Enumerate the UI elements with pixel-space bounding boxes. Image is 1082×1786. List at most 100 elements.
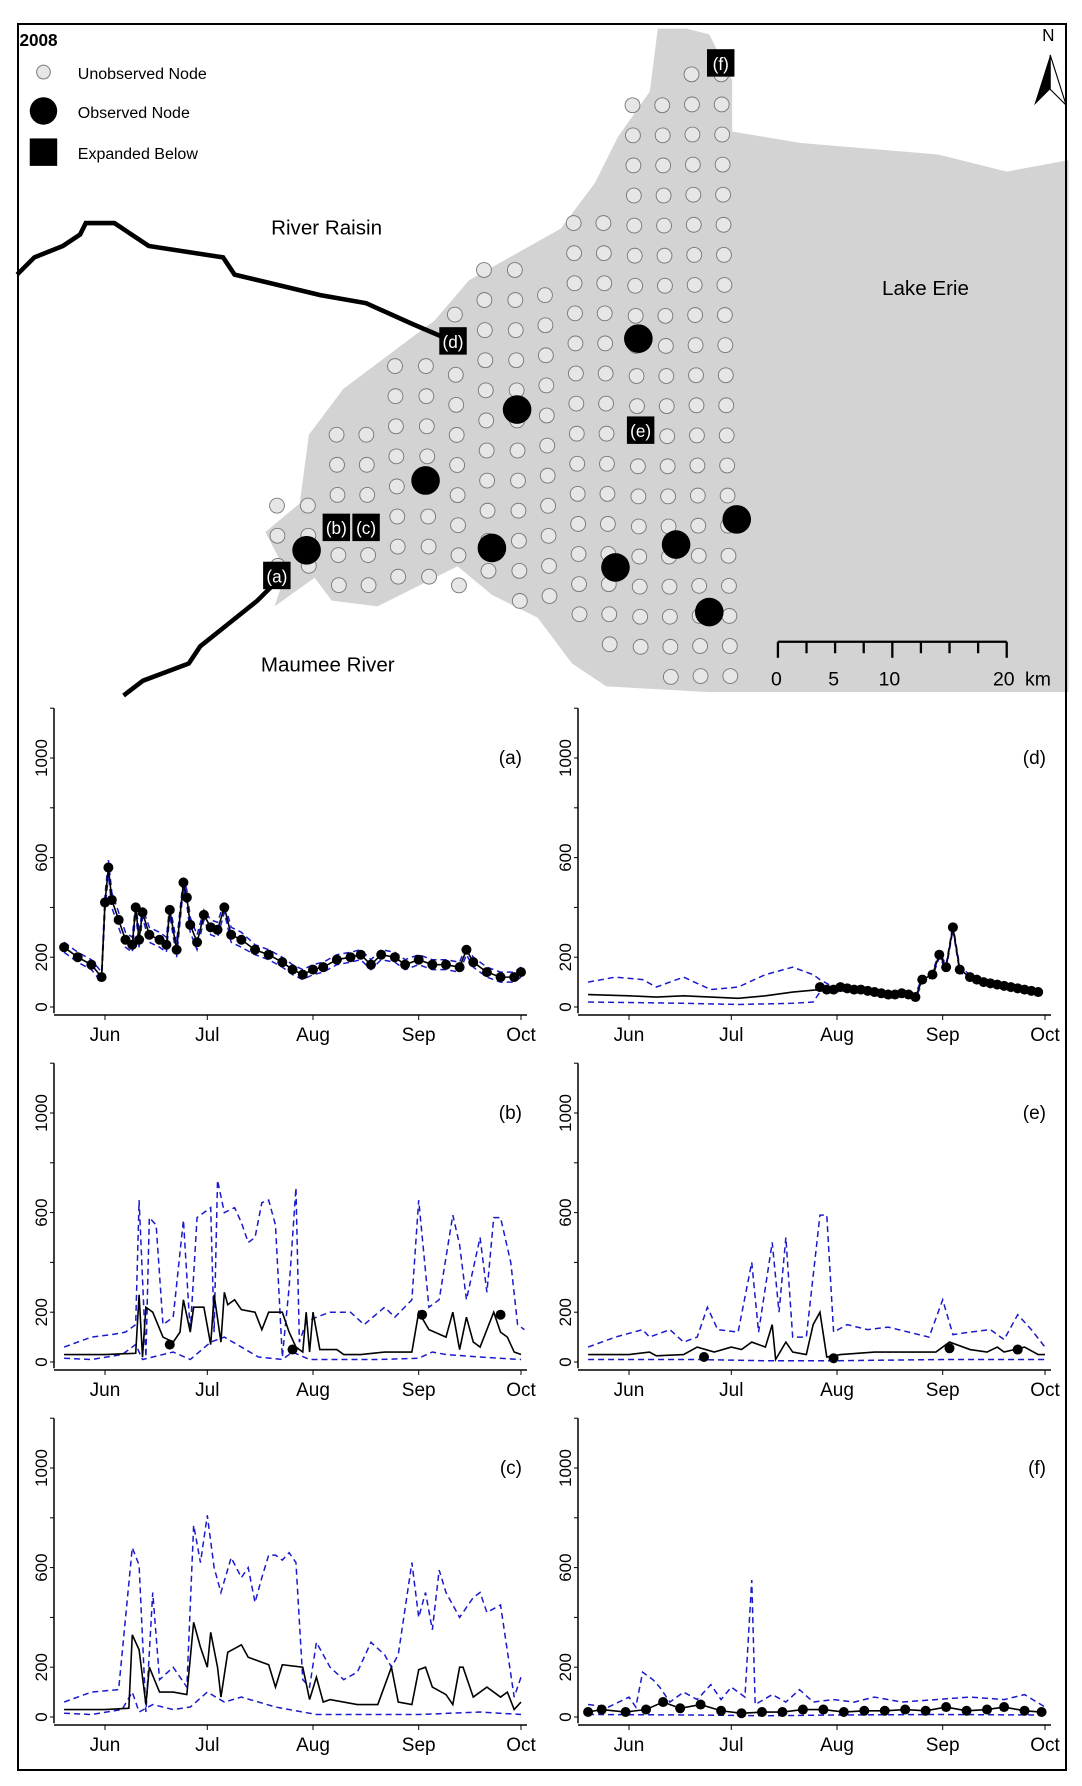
unobserved-node — [684, 156, 701, 173]
unobserved-node — [568, 395, 585, 412]
unobserved-node — [506, 262, 523, 278]
observed-point — [365, 959, 376, 970]
unobserved-node — [511, 593, 528, 609]
unobserved-node — [690, 547, 707, 564]
observed-point — [961, 1705, 972, 1716]
unobserved-node — [624, 97, 641, 114]
unobserved-node — [539, 437, 556, 454]
legend-unobserved-icon — [36, 64, 51, 80]
observed-point — [920, 1705, 931, 1716]
x-tick-label: Sep — [926, 1025, 960, 1046]
river-raisin-label: River Raisin — [271, 217, 382, 240]
unobserved-node — [387, 388, 404, 405]
observed-point — [954, 964, 965, 975]
observed-point — [756, 1707, 767, 1718]
legend-expanded-icon — [29, 138, 58, 166]
unobserved-node — [569, 485, 586, 502]
unobserved-node — [596, 305, 613, 322]
site-labels: (a) (b) (c) (d) (e) (f) — [263, 49, 735, 590]
observed-point — [461, 944, 472, 955]
unobserved-node — [626, 247, 643, 264]
observed-point — [287, 964, 298, 975]
unobserved-node — [478, 442, 495, 459]
unobserved-node — [654, 97, 671, 114]
unobserved-node — [656, 217, 672, 234]
unobserved-node — [567, 305, 583, 322]
unobserved-node — [625, 127, 641, 144]
unobserved-node — [418, 388, 435, 405]
unobserved-node — [329, 487, 346, 503]
unobserved-node — [541, 588, 558, 604]
x-tick-label: Aug — [820, 1025, 854, 1046]
observed-point — [113, 914, 124, 925]
unobserved-node — [660, 488, 676, 505]
observed-point — [219, 902, 230, 913]
y-tick-label: 1000 — [32, 1449, 51, 1487]
upper-bound-line — [63, 860, 522, 975]
y-tick-label: 0 — [556, 1357, 575, 1366]
unobserved-node — [479, 502, 496, 519]
observed-point — [106, 894, 117, 905]
observed-point — [134, 934, 145, 945]
unobserved-node — [540, 527, 557, 544]
unobserved-node — [659, 428, 676, 445]
unobserved-node — [688, 367, 704, 384]
x-tick-label: Aug — [820, 1735, 854, 1756]
unobserved-node — [722, 668, 739, 684]
unobserved-node — [566, 275, 583, 292]
unobserved-node — [689, 487, 706, 504]
observed-point — [454, 962, 465, 973]
x-tick-label: Aug — [296, 1735, 330, 1756]
unobserved-node — [655, 157, 672, 174]
unobserved-node — [541, 558, 557, 574]
observed-point — [797, 1704, 808, 1715]
y-tick-label: 1000 — [556, 739, 575, 777]
unobserved-node — [390, 568, 407, 585]
unobserved-node — [599, 455, 615, 472]
panel-label: (b) — [499, 1103, 522, 1124]
unobserved-node — [632, 638, 649, 655]
x-tick-label: Sep — [926, 1380, 960, 1401]
site-label-d: (d) — [439, 327, 467, 355]
unobserved-node — [715, 216, 732, 233]
observed-point — [495, 1309, 506, 1320]
unobserved-node — [601, 636, 618, 653]
unobserved-node — [598, 425, 615, 442]
observed-point — [838, 1707, 849, 1718]
unobserved-node — [387, 358, 403, 374]
unobserved-node — [388, 448, 405, 465]
observed-point — [516, 967, 526, 978]
observed-point — [236, 934, 247, 945]
unobserved-node — [692, 668, 709, 684]
observed-point — [376, 949, 387, 960]
observed-point — [583, 1707, 594, 1718]
observed-point — [250, 944, 261, 955]
svg-text:(d): (d) — [443, 332, 464, 352]
observed-point — [910, 992, 921, 1003]
observed-point — [164, 1339, 175, 1350]
observed-point — [181, 892, 192, 903]
observed-point — [164, 904, 175, 915]
observed-point — [999, 1702, 1010, 1713]
unobserved-node — [476, 292, 493, 308]
lake-erie-label: Lake Erie — [882, 277, 969, 300]
x-tick-label: Oct — [1030, 1025, 1060, 1046]
observed-point — [59, 942, 70, 953]
unobserved-node — [538, 377, 555, 394]
observed-point — [620, 1707, 631, 1718]
observed-node — [411, 466, 440, 495]
x-tick-label: Oct — [506, 1380, 536, 1401]
x-tick-label: Jul — [195, 1380, 219, 1401]
y-tick-label: 200 — [556, 1298, 575, 1326]
unobserved-node — [329, 456, 345, 473]
unobserved-node — [476, 262, 492, 278]
unobserved-node — [601, 606, 618, 623]
chart-panel-d: 0 200 600 1000 Jun Jul Aug Sep Oct (d) — [541, 696, 1065, 1051]
svg-text:(e): (e) — [630, 421, 651, 441]
observed-point — [355, 949, 366, 960]
scale-tick-0: 0 — [771, 668, 782, 690]
unobserved-node — [508, 352, 525, 369]
x-tick-label: Sep — [402, 1735, 436, 1756]
unobserved-node — [632, 608, 649, 625]
median-line — [64, 1622, 522, 1712]
